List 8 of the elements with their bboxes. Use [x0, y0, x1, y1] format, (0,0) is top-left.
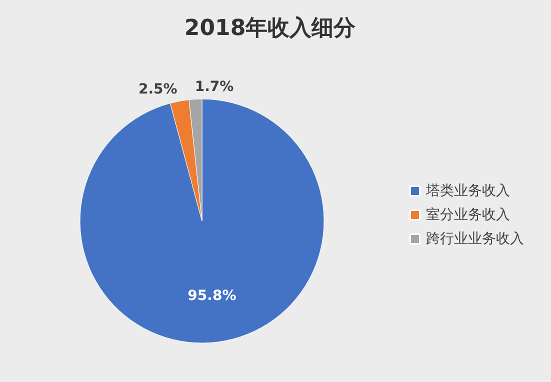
legend-label: 跨行业业务收入 — [426, 231, 524, 247]
data-label: 1.7% — [194, 79, 234, 96]
legend-label: 室分业务收入 — [426, 207, 510, 223]
chart-title: 2018年收入细分 — [184, 16, 357, 42]
data-label: 2.5% — [138, 81, 178, 98]
data-label: 95.8% — [188, 288, 236, 304]
legend-label: 塔类业务收入 — [425, 183, 510, 199]
pie-slice — [80, 98, 324, 344]
